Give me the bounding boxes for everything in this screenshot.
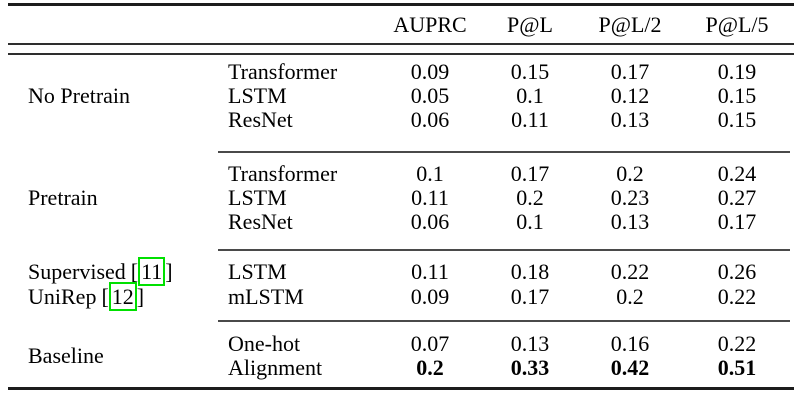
table-row: One-hot 0.07 0.13 0.16 0.22 (218, 332, 794, 356)
table-row: ResNet 0.06 0.1 0.13 0.17 (218, 210, 794, 234)
group-label-text: Supervised (28, 259, 126, 284)
group-label-unirep: UniRep[12] (28, 282, 145, 311)
model-cell: ResNet (228, 107, 293, 132)
model-cell: ResNet (228, 209, 293, 234)
value-cell: 0.2 (616, 284, 644, 309)
value-cell: 0.06 (410, 107, 450, 132)
group-label-pretrain: Pretrain (28, 185, 98, 210)
table-row: LSTM 0.11 0.18 0.22 0.26 (218, 259, 794, 284)
citation-link-11[interactable]: 11 (138, 257, 166, 286)
column-header-p-at-l2: P@L/2 (598, 12, 662, 37)
table-row: LSTM 0.05 0.1 0.12 0.15 (218, 84, 794, 108)
table-bottom-rule (8, 387, 794, 390)
value-cell: 0.17 (717, 209, 757, 234)
model-cell: mLSTM (228, 284, 304, 309)
value-cell: 0.11 (511, 107, 549, 132)
group-label-text: UniRep (28, 284, 97, 309)
value-cell-best: 0.2 (416, 355, 444, 380)
value-cell: 0.2 (516, 185, 544, 210)
value-cell: 0.12 (610, 83, 650, 108)
model-cell: Transformer (228, 59, 338, 84)
value-cell: 0.18 (510, 259, 550, 284)
table-row: LSTM 0.11 0.2 0.23 0.27 (218, 186, 794, 210)
citation-bracket-open: [ (130, 259, 139, 284)
value-cell: 0.1 (416, 161, 444, 186)
value-cell: 0.1 (516, 209, 544, 234)
value-cell: 0.22 (717, 284, 757, 309)
model-cell: One-hot (228, 331, 301, 356)
citation-bracket-open: [ (101, 284, 109, 309)
model-cell: LSTM (228, 83, 287, 108)
model-cell: LSTM (228, 185, 287, 210)
value-cell: 0.22 (610, 259, 650, 284)
group-label-baseline: Baseline (28, 343, 104, 368)
value-cell: 0.15 (717, 83, 757, 108)
value-cell: 0.22 (717, 331, 757, 356)
value-cell: 0.17 (510, 284, 550, 309)
group-divider-rule (218, 151, 790, 153)
value-cell: 0.05 (410, 83, 450, 108)
group-divider-rule (218, 249, 790, 251)
table-row: ResNet 0.06 0.11 0.13 0.15 (218, 108, 794, 132)
header-double-rule-top (8, 43, 794, 45)
table-row: Transformer 0.1 0.17 0.2 0.24 (218, 162, 794, 186)
value-cell: 0.13 (610, 209, 650, 234)
citation-bracket-close: ] (165, 259, 173, 284)
table-top-rule (8, 3, 794, 6)
value-cell: 0.13 (510, 331, 550, 356)
value-cell: 0.1 (516, 83, 544, 108)
header-double-rule-bottom (8, 53, 794, 55)
table-header-row: AUPRC P@L P@L/2 P@L/5 (218, 11, 794, 39)
citation-link-12[interactable]: 12 (108, 282, 137, 311)
table-row: Transformer 0.09 0.15 0.17 0.19 (218, 60, 794, 84)
column-header-p-at-l: P@L (507, 12, 553, 37)
value-cell: 0.11 (411, 185, 449, 210)
value-cell: 0.23 (610, 185, 650, 210)
value-cell: 0.16 (610, 331, 650, 356)
value-cell: 0.15 (510, 59, 550, 84)
value-cell: 0.13 (610, 107, 650, 132)
model-cell: Alignment (228, 355, 323, 380)
value-cell: 0.09 (410, 59, 450, 84)
value-cell-best: 0.33 (510, 355, 550, 380)
value-cell: 0.19 (717, 59, 757, 84)
value-cell: 0.15 (717, 107, 757, 132)
value-cell: 0.27 (717, 185, 757, 210)
model-cell: LSTM (228, 259, 287, 284)
value-cell: 0.2 (616, 161, 644, 186)
column-header-p-at-l5: P@L/5 (705, 12, 769, 37)
value-cell: 0.17 (510, 161, 550, 186)
column-header-auprc: AUPRC (393, 12, 467, 37)
value-cell-best: 0.42 (610, 355, 650, 380)
value-cell: 0.26 (717, 259, 757, 284)
header-spacer (218, 11, 380, 39)
citation-bracket-close: ] (136, 284, 145, 309)
group-label-no-pretrain: No Pretrain (28, 83, 131, 108)
table-row: Alignment 0.2 0.33 0.42 0.51 (218, 356, 794, 380)
value-cell: 0.07 (410, 331, 450, 356)
table-row: mLSTM 0.09 0.17 0.2 0.22 (218, 284, 794, 309)
value-cell: 0.17 (610, 59, 650, 84)
model-cell: Transformer (228, 161, 338, 186)
value-cell: 0.24 (717, 161, 757, 186)
group-label-supervised: Supervised[11] (28, 257, 173, 286)
value-cell-best: 0.51 (717, 355, 757, 380)
value-cell: 0.06 (410, 209, 450, 234)
group-divider-rule (218, 320, 790, 322)
value-cell: 0.11 (411, 259, 449, 284)
value-cell: 0.09 (410, 284, 450, 309)
